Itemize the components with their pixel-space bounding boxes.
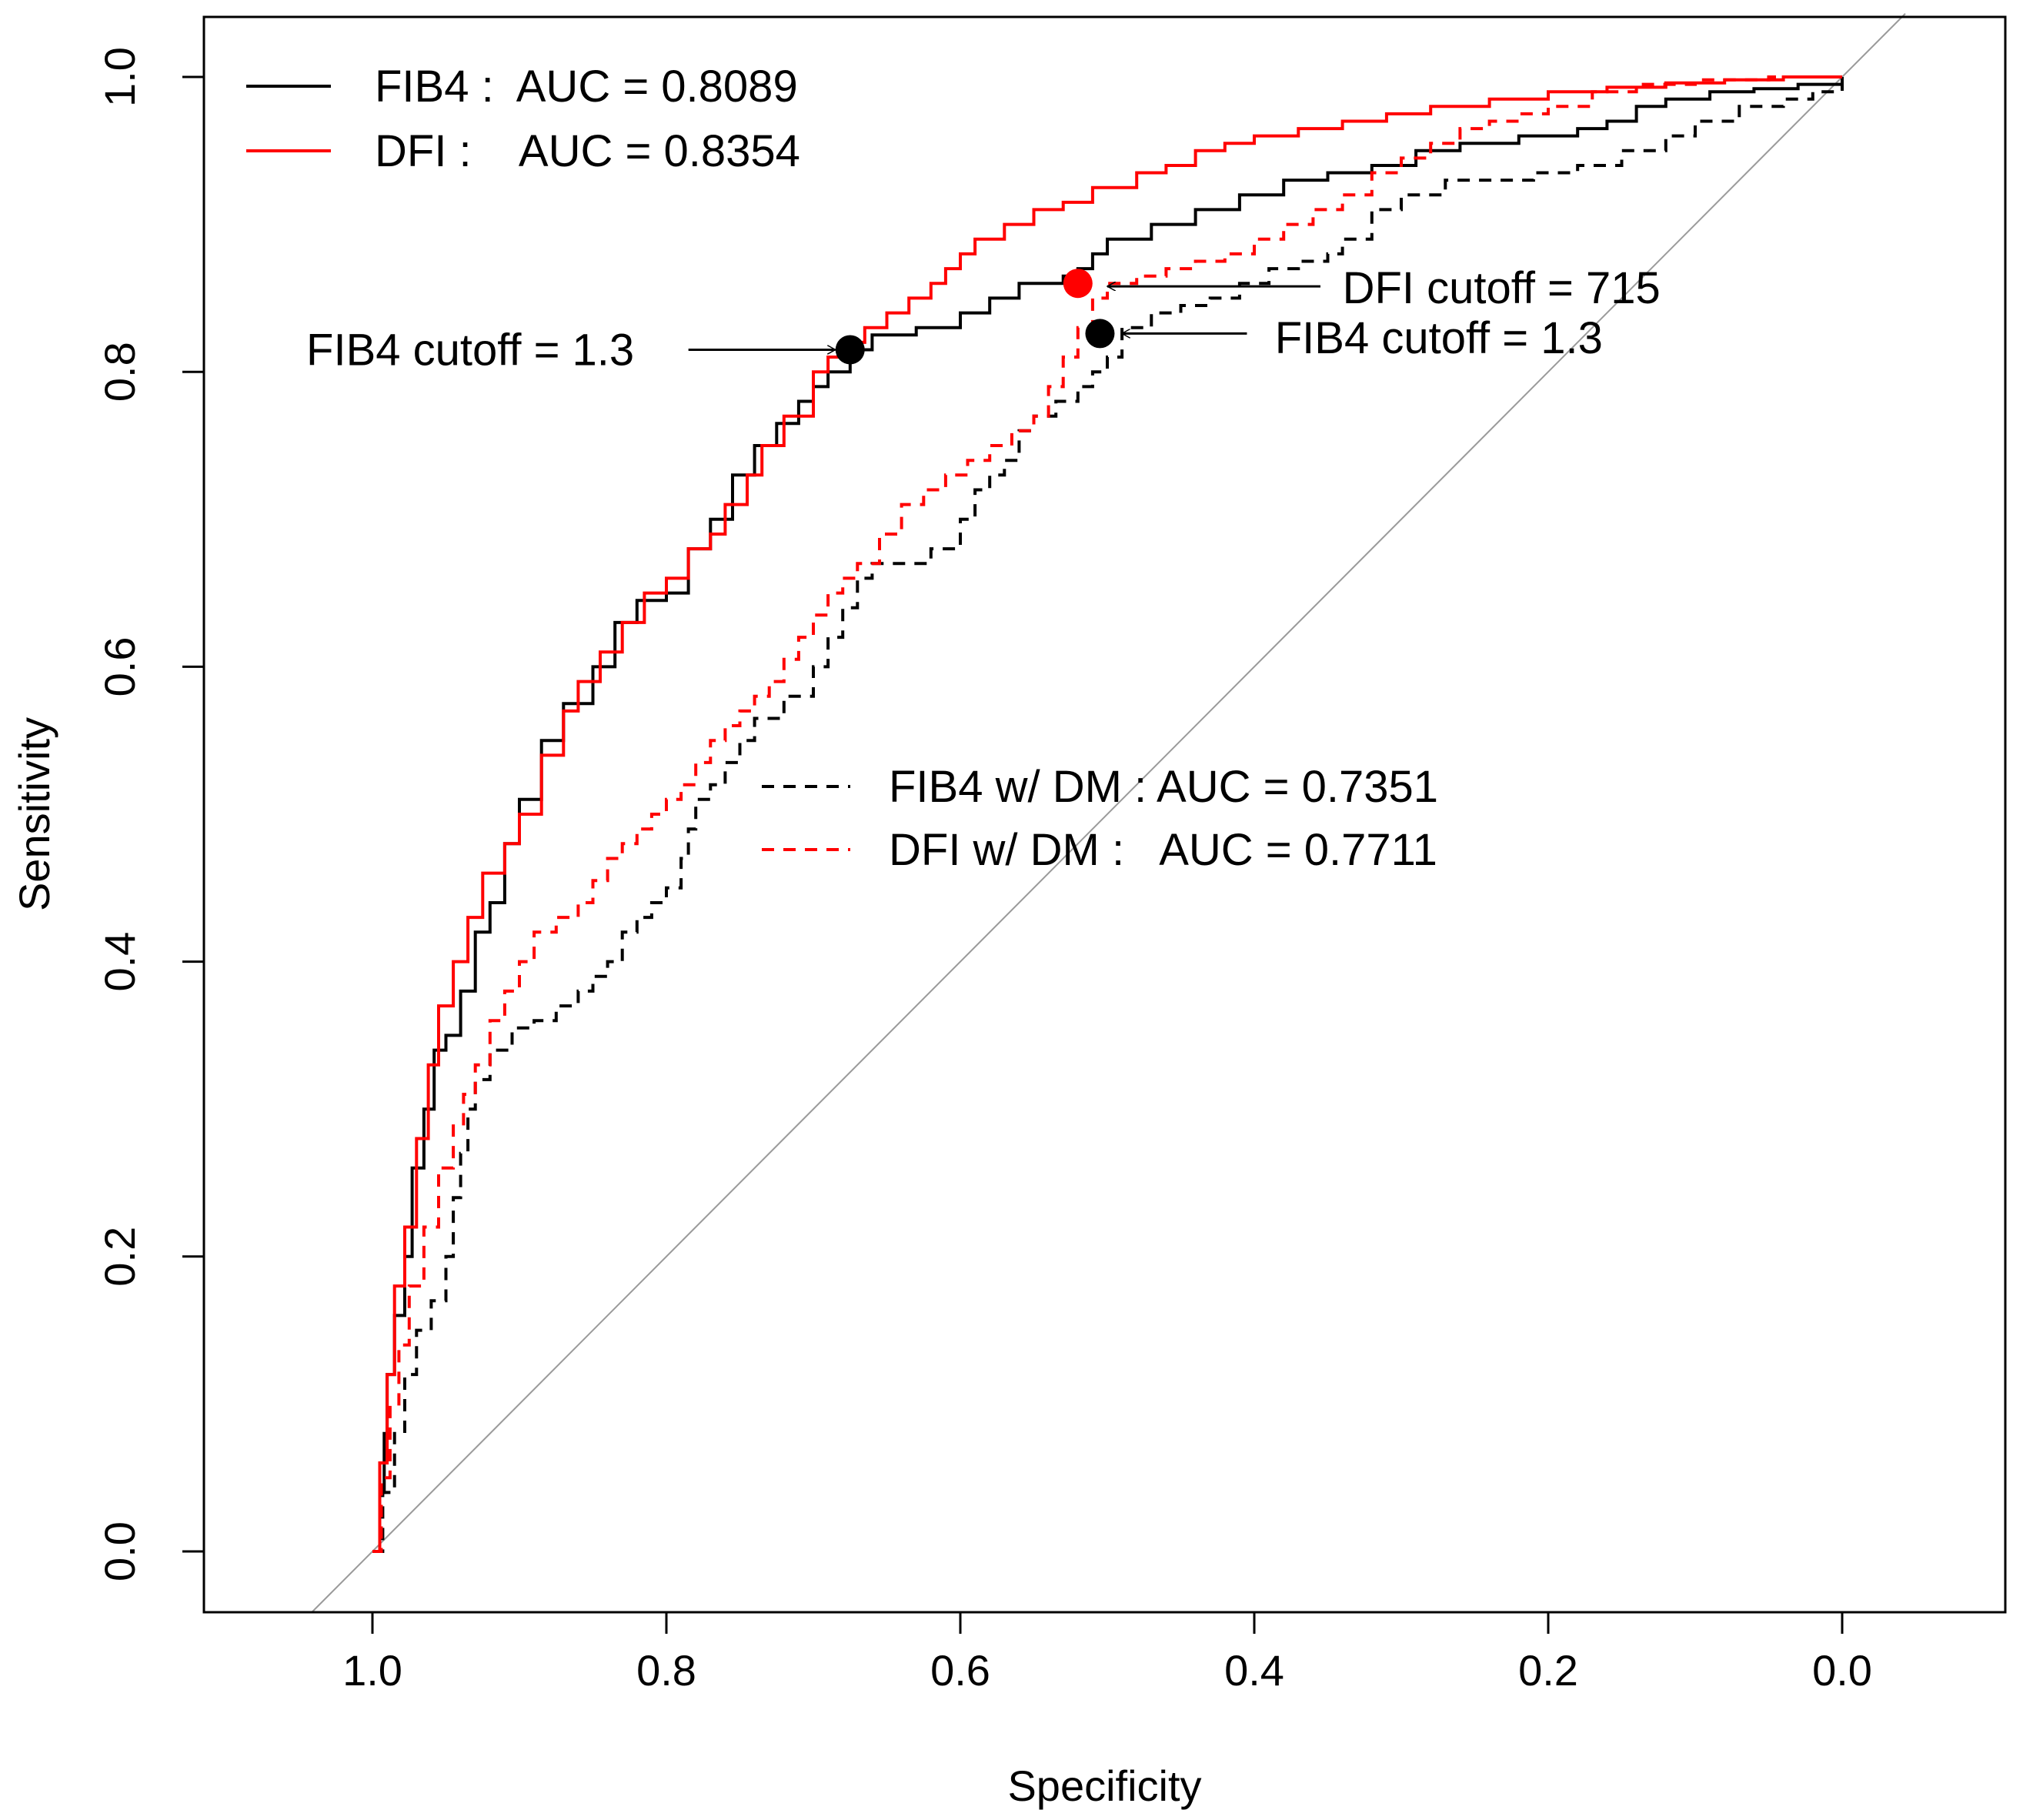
dfi-cutoff-annotation-text: DFI cutoff = 715 — [1343, 263, 1661, 313]
legend-top: FIB4 : AUC = 0.8089 DFI : AUC = 0.8354 — [246, 62, 800, 176]
fib4-dm-cutoff-annotation-text: FIB4 cutoff = 1.3 — [1275, 313, 1603, 363]
y-tick-label: 0.8 — [95, 342, 144, 402]
x-tick-label: 0.2 — [1518, 1646, 1578, 1695]
fib4-curve — [372, 77, 1844, 1553]
y-axis-title: Sensitivity — [10, 717, 58, 911]
x-tick-label: 1.0 — [342, 1646, 402, 1695]
legend-middle: FIB4 w/ DM : AUC = 0.7351 DFI w/ DM : AUC… — [762, 762, 1438, 875]
legend-label-fib4-dm-curve: FIB4 w/ DM : AUC = 0.7351 — [889, 762, 1438, 812]
fib4-dm-cutoff-point — [1085, 319, 1115, 349]
x-tick-label: 0.6 — [930, 1646, 990, 1695]
fib4-cutoff-annotation-text: FIB4 cutoff = 1.3 — [306, 325, 634, 375]
x-tick-label: 0.8 — [636, 1646, 696, 1695]
y-tick-label: 0.0 — [95, 1521, 144, 1581]
legend-label-dfi-curve: DFI : AUC = 0.8354 — [375, 126, 800, 176]
legend-label-dfi-dm-curve: DFI w/ DM : AUC = 0.7711 — [889, 825, 1437, 875]
diagonal-reference-line — [311, 13, 1906, 1613]
y-tick-label: 0.2 — [95, 1227, 144, 1287]
x-axis-title: Specificity — [1007, 1762, 1201, 1810]
plot-frame — [202, 15, 2007, 1614]
y-tick-label: 0.6 — [95, 636, 144, 696]
dfi-curve — [372, 75, 1842, 1553]
fib4-cutoff-point — [835, 335, 865, 365]
axes: 1.0 0.8 0.6 0.4 0.2 0.0 0.0 0.2 0.4 0.6 0.8 1.0 Spec… — [10, 15, 2007, 1810]
fib4-dm-curve — [372, 77, 1844, 1553]
x-tick-label: 0.0 — [1812, 1646, 1872, 1695]
plot-area — [311, 13, 1906, 1613]
y-tick-label: 0.4 — [95, 932, 144, 992]
x-tick-label: 0.4 — [1224, 1646, 1284, 1695]
dfi-dm-cutoff-point — [1063, 269, 1093, 299]
legend-label-fib4-curve: FIB4 : AUC = 0.8089 — [375, 62, 798, 112]
dfi-dm-curve — [372, 75, 1842, 1553]
y-tick-label: 1.0 — [95, 47, 144, 107]
